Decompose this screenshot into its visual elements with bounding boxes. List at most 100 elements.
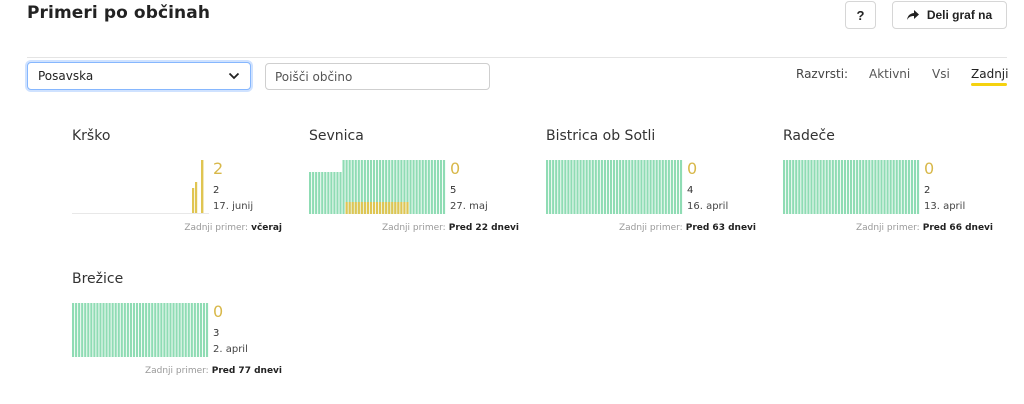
chart-bar xyxy=(412,160,415,214)
chart-bar xyxy=(154,303,157,357)
active-count: 0 xyxy=(687,159,698,178)
active-count: 0 xyxy=(924,159,935,178)
chart-bar xyxy=(354,202,357,214)
chart-bar xyxy=(196,303,199,357)
chart-bar xyxy=(427,160,430,214)
last-date: 16. april xyxy=(687,201,729,212)
chart-bar xyxy=(582,160,585,214)
chart-bar xyxy=(591,160,594,214)
chart-bar xyxy=(664,160,667,214)
chart-bar xyxy=(348,160,351,214)
chart-bar xyxy=(123,303,126,357)
chart-bar xyxy=(315,172,318,214)
chart-bar xyxy=(646,160,649,214)
chart-bar xyxy=(634,160,637,214)
chart-bar xyxy=(379,202,382,214)
last-date: 2. april xyxy=(213,344,248,355)
chart-bar xyxy=(813,160,816,214)
chart-bar xyxy=(628,160,631,214)
municipality-name: Bistrica ob Sotli xyxy=(546,128,656,144)
chart-bar xyxy=(178,303,181,357)
sort-option-aktivni[interactable]: Aktivni xyxy=(869,67,911,81)
last-case-value: včeraj xyxy=(251,223,282,233)
chart-bar xyxy=(558,160,561,214)
chart-bar xyxy=(201,160,204,214)
municipality-card[interactable]: Krško 2 2 17. junij Zadnji primer: včeraj xyxy=(72,128,282,248)
municipality-card[interactable]: Radeče 0 2 13. april Zadnji primer: Pred … xyxy=(783,128,993,248)
chart-bar xyxy=(151,303,154,357)
chart-bar xyxy=(622,160,625,214)
chart-bar xyxy=(354,160,357,214)
help-button[interactable]: ? xyxy=(845,1,876,29)
total-count: 5 xyxy=(450,185,457,196)
chart-bar xyxy=(360,202,363,214)
chart-bar xyxy=(78,303,81,357)
sparkline-chart xyxy=(72,303,209,357)
share-button[interactable]: Deli graf na xyxy=(892,1,1007,29)
chart-bar xyxy=(184,303,187,357)
chart-bar xyxy=(193,303,196,357)
chart-bar xyxy=(388,160,391,214)
chart-bar xyxy=(910,160,914,214)
sort-option-zadnji[interactable]: Zadnji xyxy=(971,67,1009,81)
municipality-card[interactable]: Brežice 0 3 2. april Zadnji primer: Pred … xyxy=(72,271,282,391)
chart-bar xyxy=(102,303,105,357)
chart-bar xyxy=(819,160,822,214)
chart-bar xyxy=(892,160,895,214)
chart-bar xyxy=(555,160,558,214)
chart-bar xyxy=(388,202,391,214)
chart-bar xyxy=(570,160,573,214)
municipality-card[interactable]: Sevnica 0 5 27. maj Zadnji primer: Pred 2… xyxy=(309,128,519,248)
chart-bar xyxy=(126,303,129,357)
chart-bar xyxy=(357,202,360,214)
chart-bar xyxy=(676,160,680,214)
chart-bar xyxy=(616,160,619,214)
municipality-card[interactable]: Bistrica ob Sotli 0 4 16. april Zadnji p… xyxy=(546,128,756,248)
municipality-search-input[interactable] xyxy=(265,63,490,90)
chart-bar xyxy=(807,160,810,214)
chart-bar xyxy=(877,160,880,214)
chart-bar xyxy=(415,160,418,214)
last-case: Zadnji primer: Pred 66 dnevi xyxy=(856,223,993,233)
chart-bar xyxy=(421,160,424,214)
chart-bar xyxy=(187,303,190,357)
chart-bar xyxy=(637,160,640,214)
chart-bar xyxy=(87,303,90,357)
chart-bar xyxy=(357,160,360,214)
chart-bar xyxy=(96,303,99,357)
chart-bar xyxy=(327,172,330,214)
chart-bar xyxy=(798,160,801,214)
chart-bar xyxy=(658,160,661,214)
chart-bar xyxy=(199,303,203,357)
chart-bar xyxy=(649,160,652,214)
chart-bar xyxy=(439,160,443,214)
chart-bar xyxy=(673,160,677,214)
chart-bar xyxy=(132,303,136,357)
chart-bar xyxy=(418,160,421,214)
chart-bar xyxy=(81,303,84,357)
chart-bar xyxy=(436,160,440,214)
chart-bar xyxy=(108,303,111,357)
chart-bar xyxy=(309,172,312,214)
chart-bar xyxy=(72,303,75,357)
active-count: 0 xyxy=(213,302,224,321)
chart-bar xyxy=(394,202,397,214)
chart-bar xyxy=(904,160,907,214)
region-select[interactable]: Posavska xyxy=(27,62,251,90)
chart-bar xyxy=(552,160,555,214)
last-case-label: Zadnji primer: xyxy=(144,366,209,376)
chart-bar xyxy=(424,160,427,214)
sort-option-vsi[interactable]: Vsi xyxy=(932,67,950,81)
last-case-value: Pred 22 dnevi xyxy=(448,223,519,233)
chart-bar xyxy=(175,303,178,357)
chart-bar xyxy=(339,172,342,214)
chart-bar xyxy=(679,160,683,214)
chart-bar xyxy=(585,160,588,214)
active-count: 0 xyxy=(450,159,461,178)
chart-bar xyxy=(192,188,195,214)
last-case: Zadnji primer: Pred 63 dnevi xyxy=(619,223,756,233)
chart-bar xyxy=(816,160,819,214)
chart-bar xyxy=(321,172,324,214)
municipality-name: Krško xyxy=(72,128,111,144)
last-case-label: Zadnji primer: xyxy=(184,223,249,233)
